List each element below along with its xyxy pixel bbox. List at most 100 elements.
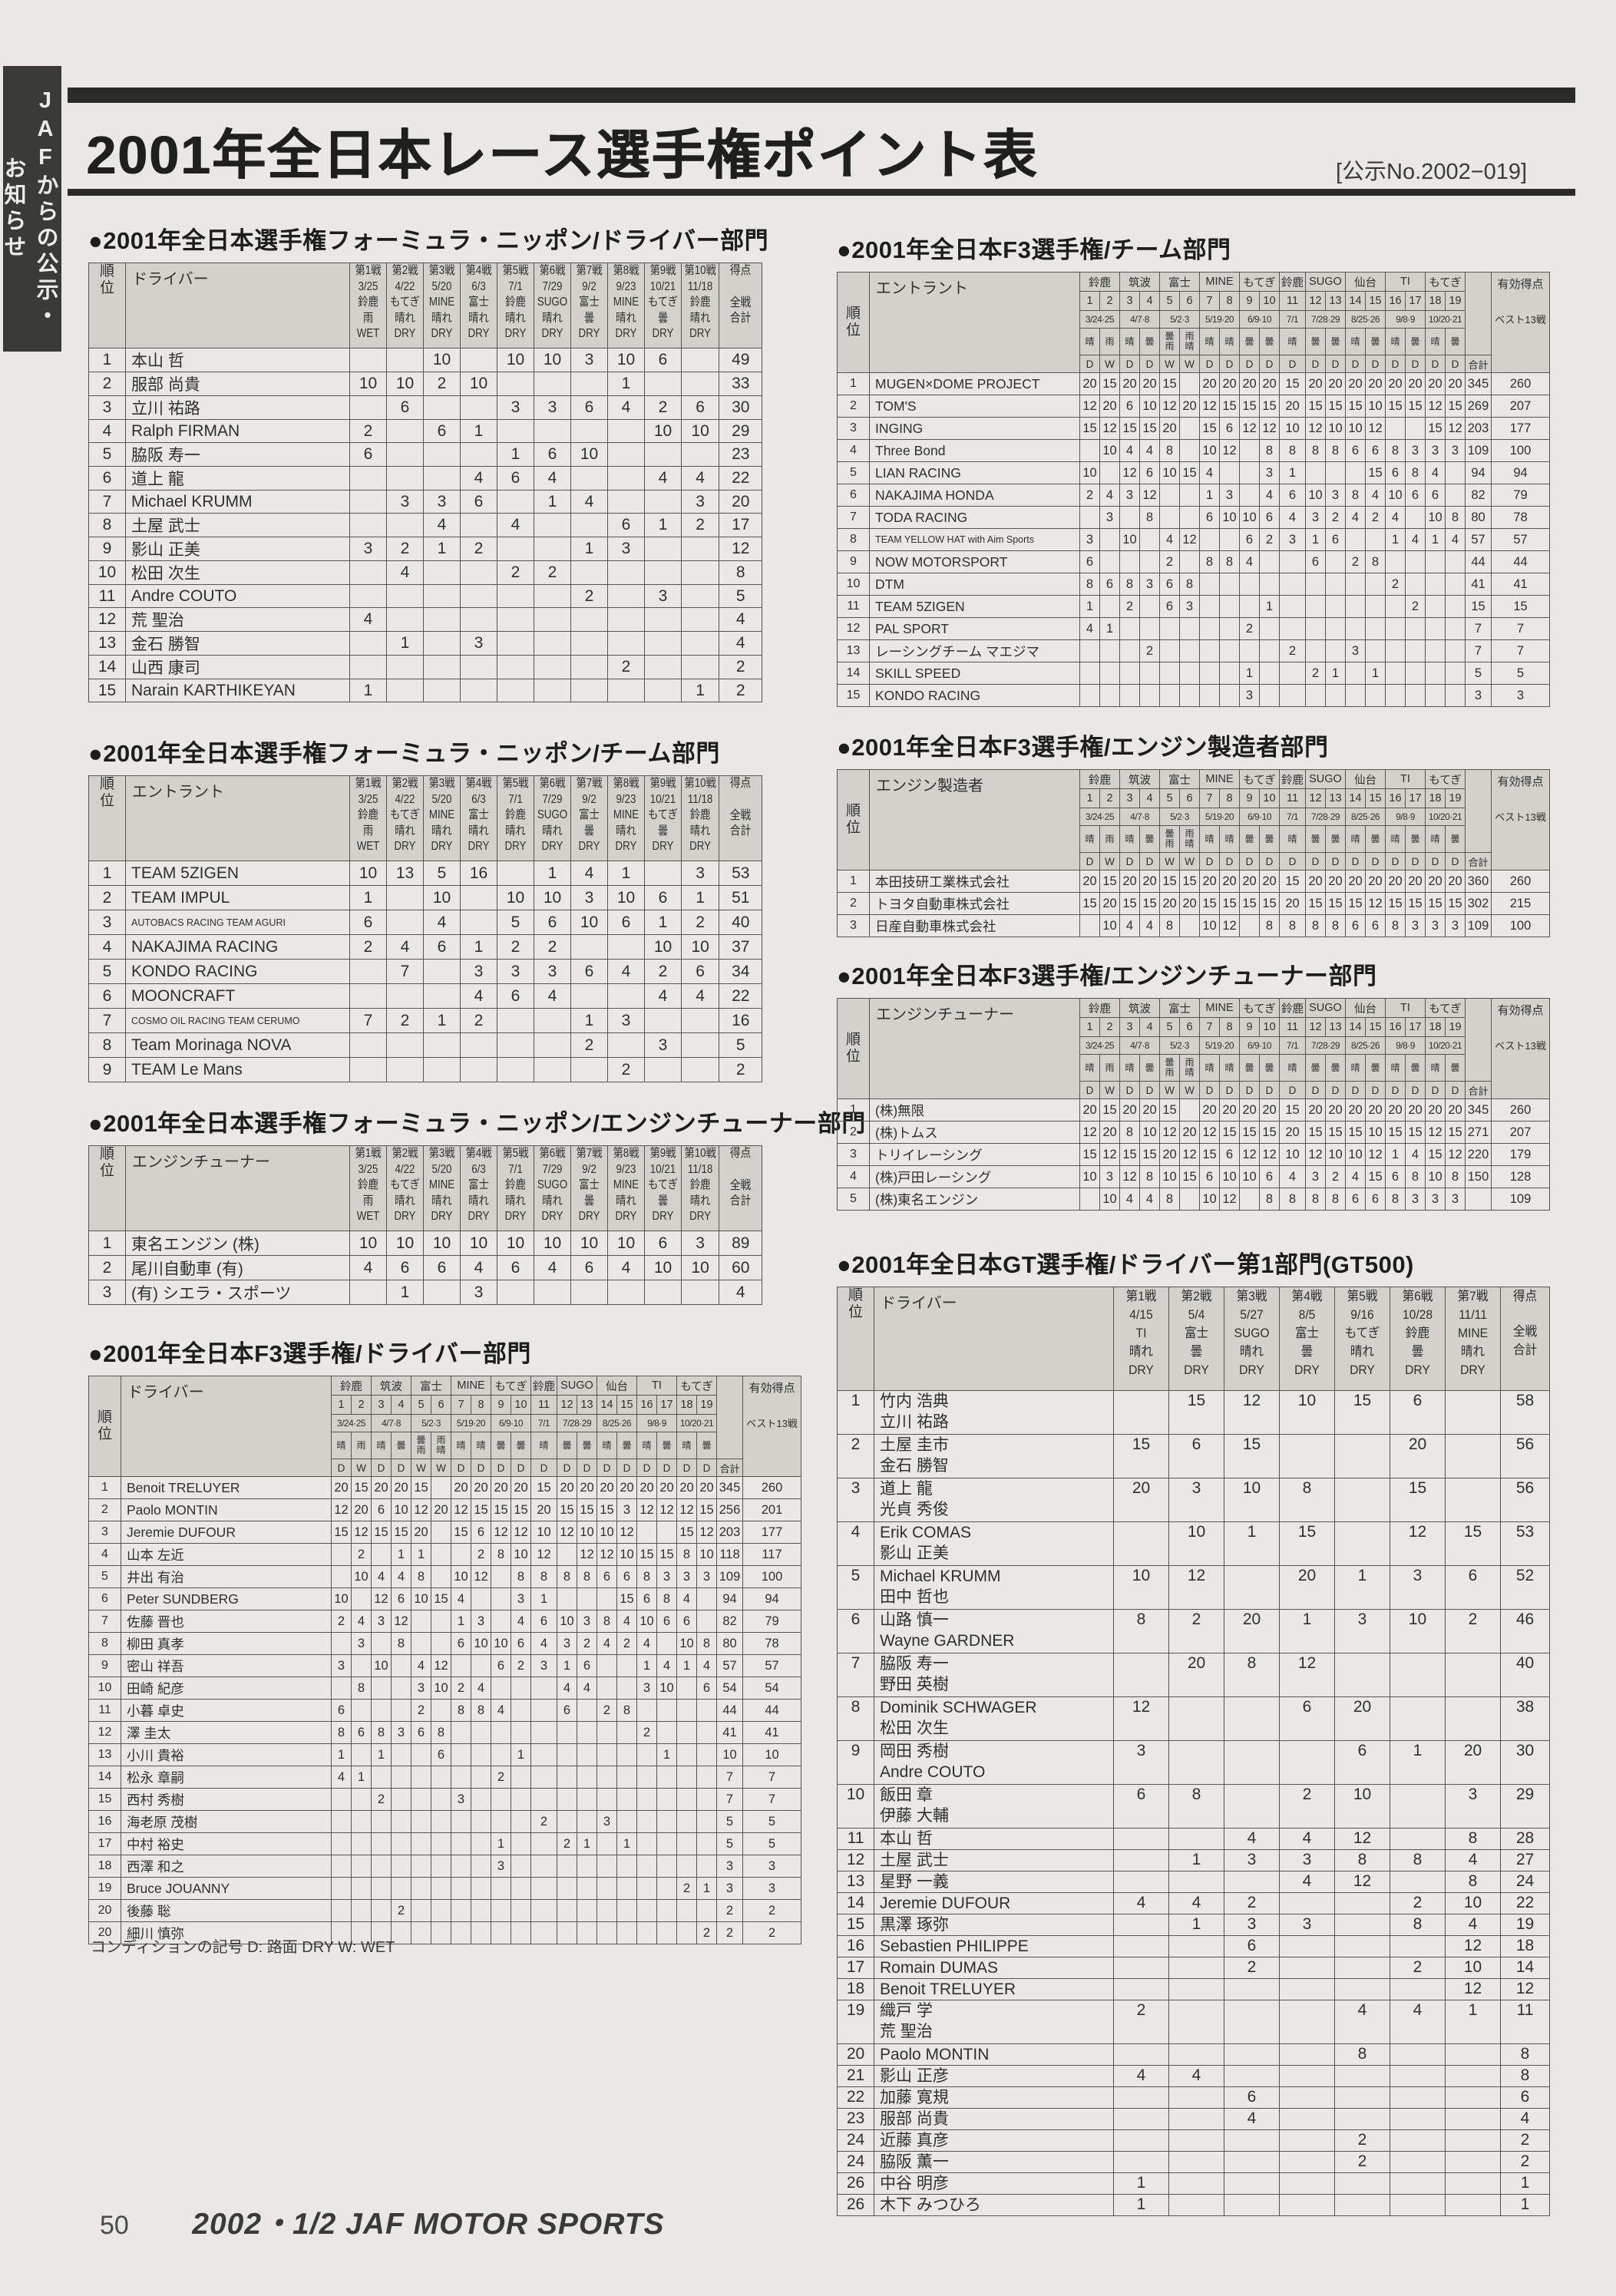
points-cell: 4 [1259,484,1280,507]
points-cell [557,1810,577,1833]
name-cell: NOW MOTORSPORT [869,550,1080,573]
condition-header: D [1259,355,1280,373]
entrant-name: 土屋 武士 [131,517,200,535]
points-cell [1425,662,1446,685]
points-cell [423,395,461,420]
points-cell: 3 [1345,639,1366,662]
total-cell: 19 [1500,1914,1550,1936]
points-cell: 10 [497,1231,534,1256]
points-cell: 3 [680,1231,720,1256]
points-cell [391,1677,411,1700]
f3_driver-table: 順位ドライバー 鈴鹿 筑波 富士 MINE もてぎ 鈴鹿 SUGO 仙台 TI もてぎ 有効得点 ベスト… [88,1376,801,1944]
condition-header: D [596,1459,617,1477]
points-cell [656,1921,677,1944]
points-cell [1168,2108,1224,2130]
points-cell: 15 [1139,417,1160,440]
points-cell: 6 [349,442,387,467]
points-cell: 4 [534,466,571,491]
points-cell: 1 [1325,662,1346,685]
points-cell: 12 [1224,1390,1280,1435]
points-cell [1279,595,1306,618]
section-f3-engine-tuner: ●2001年全日本F3選手権/エンジンチューナー部門順位エンジンチューナー 鈴鹿筑… [837,956,1550,1211]
points-cell: 4 [411,1654,431,1677]
name-cell: トリイレーシング [869,1143,1080,1166]
rank-cell: 6 [88,1587,121,1611]
entrant-name: NOW MOTORSPORT [875,553,1008,570]
condition-header: D [1425,1081,1446,1099]
points-cell: 2 [351,1543,372,1566]
entrant-name: Romain DUMAS [880,1959,999,1977]
condition-header: W [1159,852,1180,870]
fn_team-table: 順位エントラント 第1戦 3/25 鈴鹿雨 WET 第2戦 4/22 もてぎ 晴れ DRY 第3戦 5… [88,775,763,1082]
points-cell: 10 [431,1677,451,1700]
points-cell: 1 [577,1832,597,1855]
points-cell: 15 [1168,1390,1224,1435]
points-cell [351,1788,372,1811]
points-cell [577,1810,597,1833]
points-cell: 10 [1168,1521,1224,1566]
round-number: 17 [656,1395,677,1415]
points-cell: 20 [1405,870,1426,893]
points-cell [1239,461,1260,484]
venue-header: 筑波 [1119,769,1160,789]
best-points-cell: 179 [1491,1143,1550,1166]
condition-header: D [1199,852,1220,870]
rank-cell: 14 [837,1892,874,1914]
points-cell [1079,506,1100,529]
points-cell [1390,1828,1446,1850]
points-cell [391,1877,411,1900]
points-header: 得点 全戦 合計 [719,263,763,349]
rank-cell: 9 [88,1057,126,1082]
name-cell: Benoit TRELUYER [121,1476,332,1499]
points-cell: 15 [1219,1121,1240,1144]
weather-header: 晴 [1199,825,1220,853]
points-cell: 15 [676,1521,697,1544]
name-cell: Erik COMAS 影山 正美 [874,1521,1114,1566]
name-cell: 木下 みつひろ [874,2194,1114,2216]
points-cell [423,442,461,467]
venue-header: 仙台 [1345,769,1386,789]
points-cell [451,1766,471,1789]
points-cell [570,679,608,702]
condition-header: D [1405,1081,1426,1099]
points-cell [511,1921,531,1944]
points-cell [1113,1935,1169,1957]
round-number: 5 [411,1395,431,1415]
weather-header: 雨晴 [431,1432,451,1459]
date-header: 8/25·26 [1345,808,1386,826]
points-cell: 4 [1239,550,1260,573]
points-cell: 20 [1279,1565,1335,1610]
round-number: 9 [1239,1017,1260,1037]
points-cell: 20 [1119,1098,1140,1122]
points-cell [534,372,571,396]
table-row: 15 黒澤 琢弥 1 3 3 8 4 19 [837,1914,1550,1936]
points-cell: 15 [596,1498,617,1521]
points-cell: 20 [1219,372,1240,395]
best-points-cell: 260 [742,1476,801,1499]
points-cell [570,607,608,632]
points-cell: 6 [1259,506,1280,529]
points-cell [607,466,645,491]
weather-header: 曇 [1445,328,1466,355]
points-cell [1224,2194,1280,2216]
points-cell: 4 [644,983,682,1009]
points-cell [451,1877,471,1900]
total-cell: 29 [719,419,763,443]
points-cell: 1 [1279,1609,1335,1653]
points-cell: 6 [386,1255,424,1280]
points-cell: 4 [1199,461,1220,484]
points-cell: 8 [1279,1478,1335,1522]
rank-cell: 6 [88,466,126,491]
notice-number: [公示No.2002−019] [1336,160,1528,184]
name-cell: Sebastien PHILIPPE [874,1935,1114,1957]
points-cell [351,1921,372,1944]
total-cell: 57 [1465,528,1492,551]
points-cell: 3 [1325,484,1346,507]
points-cell [607,983,645,1009]
entrant-name: 服部 尚貴 [880,2110,949,2128]
section-fn-team: ●2001年全日本選手権フォーミュラ・ニッポン/チーム部門順位エントラント 第1戦… [88,734,763,1082]
section-f3-engine-maker: ●2001年全日本F3選手権/エンジン製造者部門順位エンジン製造者 鈴鹿 筑波 富士 M… [837,728,1550,937]
points-cell: 3 [1425,914,1446,937]
round-number: 8 [1219,788,1240,808]
round-header: 第1戦 3/25 鈴鹿雨 WET [349,1145,387,1231]
